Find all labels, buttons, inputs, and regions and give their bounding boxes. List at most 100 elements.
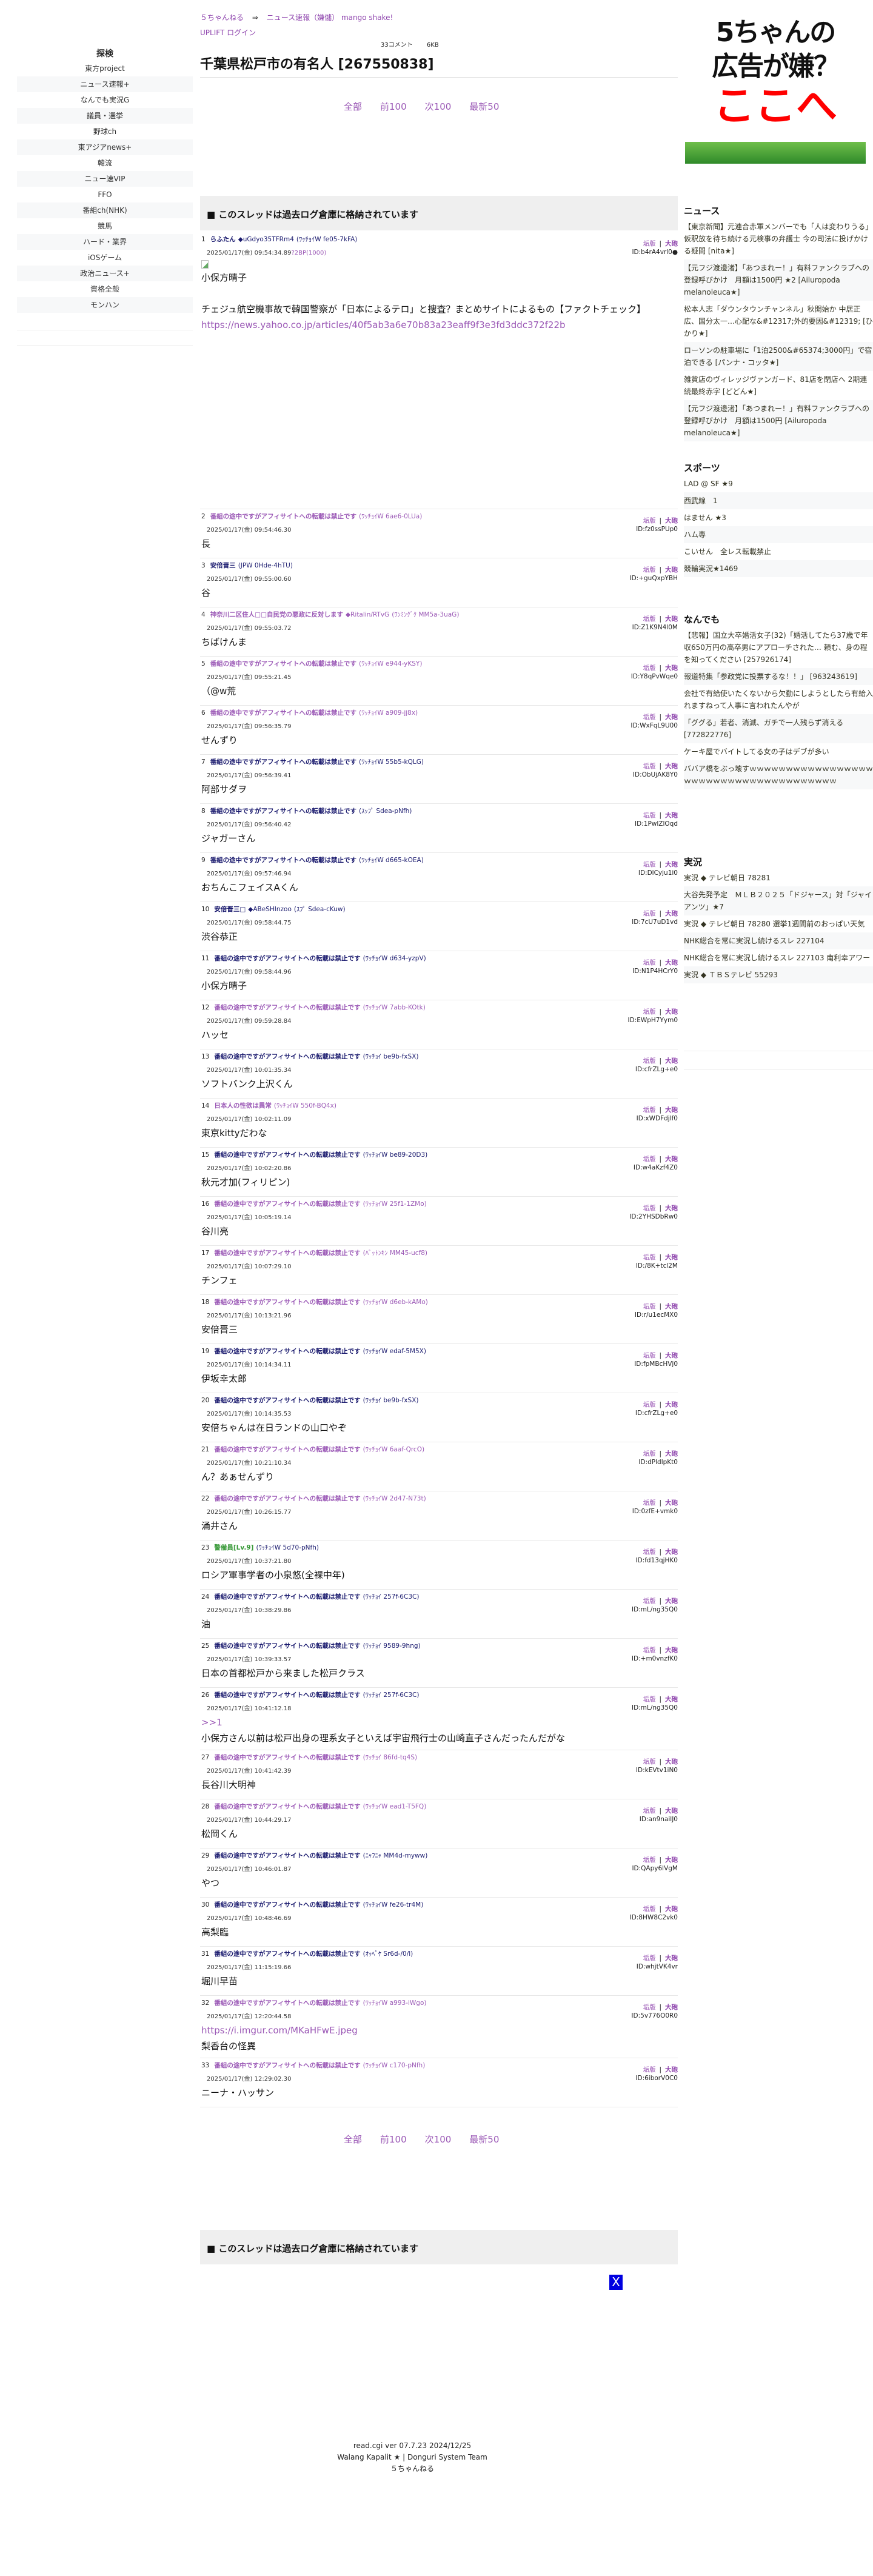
thread-link[interactable]: LAD @ SF ★9 [684,480,733,488]
cannon-link[interactable]: 大砲 [665,714,678,721]
post-number[interactable]: 10 [201,906,210,913]
post-number[interactable]: 27 [201,1754,210,1761]
post-number[interactable]: 31 [201,1950,210,1958]
cannon-link[interactable]: 大砲 [665,1303,678,1310]
thread-link[interactable]: こいせん 全レス転載禁止 [684,547,772,556]
post-number[interactable]: 21 [201,1446,210,1453]
thread-link[interactable]: 会社で有給使いたくないから欠勤にしようとしたら有給入れますねって人事に言われたん… [684,689,873,710]
post-number[interactable]: 33 [201,2062,210,2069]
sidebar-item[interactable]: 韓流 [97,159,112,167]
pager-prev-link[interactable]: 前100 [380,2134,407,2145]
thread-link[interactable]: 松本人志「ダウンタウンチャンネル」秋開始か 中居正広、国分太一…心配な&#123… [684,305,873,338]
report-link[interactable]: 垢版 [643,910,656,917]
report-link[interactable]: 垢版 [643,1303,656,1310]
report-link[interactable]: 垢版 [643,1352,656,1359]
report-link[interactable]: 垢版 [643,1499,656,1507]
cannon-link[interactable]: 大砲 [665,910,678,917]
cannon-link[interactable]: 大砲 [665,1597,678,1605]
cannon-link[interactable]: 大砲 [665,763,678,770]
report-link[interactable]: 垢版 [643,1807,656,1815]
sidebar-item[interactable]: ニュー速VIP [17,171,193,187]
sidebar-item[interactable]: FFO [98,190,112,199]
report-link[interactable]: 垢版 [643,1205,656,1212]
post-number[interactable]: 9 [201,857,206,864]
pager-latest-link[interactable]: 最新50 [469,101,500,112]
post-number[interactable]: 4 [201,611,206,618]
cannon-link[interactable]: 大砲 [665,1057,678,1065]
cannon-link[interactable]: 大砲 [665,1205,678,1212]
cannon-link[interactable]: 大砲 [665,1905,678,1913]
post-number[interactable]: 6 [201,709,206,717]
report-link[interactable]: 垢版 [643,566,656,574]
pager-latest-link[interactable]: 最新50 [469,2134,500,2145]
sidebar-item[interactable]: ハード・業界 [17,234,193,250]
sidebar-item[interactable]: モンハン [17,297,193,313]
post-url-link[interactable]: https://news.yahoo.co.jp/articles/40f5ab… [201,319,566,330]
report-link[interactable]: 垢版 [643,1955,656,1962]
report-link[interactable]: 垢版 [643,517,656,524]
cannon-link[interactable]: 大砲 [665,812,678,819]
sidebar-item[interactable]: 競馬 [97,222,112,230]
report-link[interactable]: 垢版 [643,1856,656,1864]
cannon-link[interactable]: 大砲 [665,1008,678,1015]
cannon-link[interactable]: 大砲 [665,1254,678,1261]
cannon-link[interactable]: 大砲 [665,240,678,247]
report-link[interactable]: 垢版 [643,1156,656,1163]
breadcrumb-board-link[interactable]: ニュース速報（嫌儲） mango shake! [266,13,393,22]
post-number[interactable]: 18 [201,1299,210,1306]
post-number[interactable]: 13 [201,1053,210,1060]
cannon-link[interactable]: 大砲 [665,1106,678,1114]
post-number[interactable]: 12 [201,1004,210,1011]
sidebar-item[interactable]: 東方project [85,64,125,73]
cannon-link[interactable]: 大砲 [665,1696,678,1703]
thread-link[interactable]: 実況 ◆ テレビ朝日 78280 選挙1週間前のおっぱい天気 [684,920,865,928]
thread-link[interactable]: 【東京新聞】元連合赤軍メンバーでも「人は変わりうる」 仮釈放を待ち続ける元検事の… [684,222,873,255]
report-link[interactable]: 垢版 [643,1758,656,1765]
thread-link[interactable]: ババア橋をぶっ壊すｗｗｗｗｗｗｗｗｗｗｗｗｗｗｗｗｗｗｗｗｗｗｗｗｗｗｗｗｗｗｗ… [684,760,873,789]
thread-link[interactable]: NHK総合を常に実況し続けるスレ 227103 南利幸アワー [684,954,871,962]
pager-prev-link[interactable]: 前100 [380,101,407,112]
cannon-link[interactable]: 大砲 [665,959,678,966]
pager-all-link[interactable]: 全部 [344,101,363,112]
cannon-link[interactable]: 大砲 [665,1758,678,1765]
thread-link[interactable]: ローソンの駐車場に「1泊2500&#65374;3000円」で宿泊できる [パン… [684,342,873,371]
report-link[interactable]: 垢版 [643,2004,656,2011]
cannon-link[interactable]: 大砲 [665,1401,678,1408]
cannon-link[interactable]: 大砲 [665,615,678,623]
sidebar-item[interactable]: 番組ch(NHK) [17,202,193,218]
report-link[interactable]: 垢版 [643,959,656,966]
report-link[interactable]: 垢版 [643,1696,656,1703]
report-link[interactable]: 垢版 [643,763,656,770]
cannon-link[interactable]: 大砲 [665,566,678,574]
breadcrumb-home-link[interactable]: ５ちゃんねる [200,13,244,22]
cannon-link[interactable]: 大砲 [665,1450,678,1457]
cannon-link[interactable]: 大砲 [665,1647,678,1654]
thread-link[interactable]: 「ググる」若者、消滅、ガチで一人残らず消える [772822776] [684,714,873,743]
thread-link[interactable]: 報道特集「参政党に投票するな！！」 [963243619] [684,668,873,685]
cannon-link[interactable]: 大砲 [665,664,678,672]
post-number[interactable]: 17 [201,1250,210,1257]
ad-banner[interactable]: 5ちゃんの 広告が嫌？ ここへ [685,15,866,164]
thread-link[interactable]: 【元フジ渡邊渚】「あつまれー！」有料ファンクラブへの登録呼びかけ 月額は1500… [684,400,873,441]
report-link[interactable]: 垢版 [643,1008,656,1015]
report-link[interactable]: 垢版 [643,1548,656,1556]
cannon-link[interactable]: 大砲 [665,1955,678,1962]
close-ad-button[interactable]: X [609,2275,623,2290]
post-number[interactable]: 26 [201,1691,210,1699]
sidebar-item[interactable]: 東アジアnews+ [17,139,193,155]
thread-link[interactable]: NHK総合を常に実況し続けるスレ 227104 [684,932,873,949]
sidebar-item[interactable]: 政治ニュース+ [17,266,193,281]
thread-link[interactable]: 実況 ◆ ＴＢＳテレビ 55293 [684,966,873,983]
post-number[interactable]: 32 [201,1999,210,2007]
pager-next-link[interactable]: 次100 [424,2134,452,2145]
uplift-login-link[interactable]: UPLIFT ログイン [200,28,256,37]
report-link[interactable]: 垢版 [643,812,656,819]
report-link[interactable]: 垢版 [643,240,656,247]
thread-link[interactable]: 【元フジ渡邊渚】「あつまれー！」有料ファンクラブへの登録呼びかけ 月額は1500… [684,259,873,301]
report-link[interactable]: 垢版 [643,1450,656,1457]
post-number[interactable]: 22 [201,1495,210,1502]
report-link[interactable]: 垢版 [643,615,656,623]
thread-link[interactable]: ハム専 [684,526,873,543]
cannon-link[interactable]: 大砲 [665,1499,678,1507]
post-number[interactable]: 28 [201,1803,210,1810]
